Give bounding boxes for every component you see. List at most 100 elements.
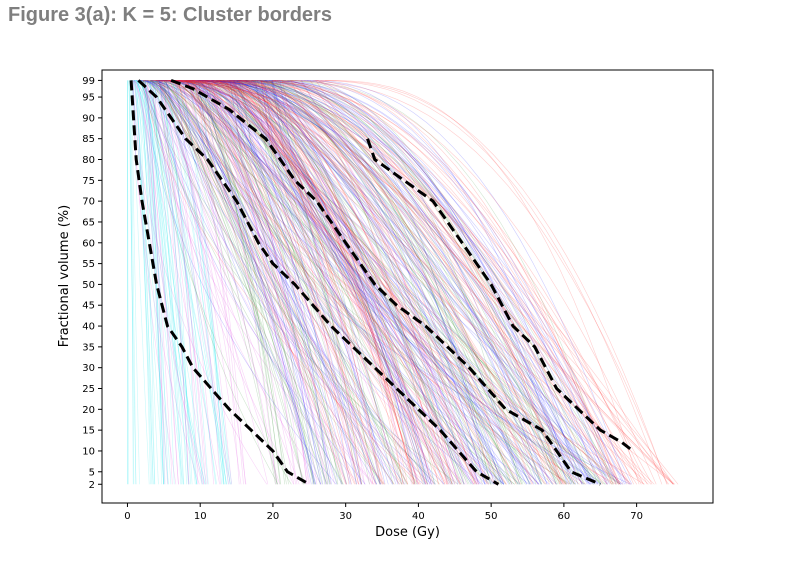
dvh-curve: [285, 80, 668, 485]
dvh-curve: [270, 80, 553, 485]
dvh-curve: [265, 80, 591, 485]
dvh-curve: [250, 80, 504, 485]
dvh-curve: [265, 80, 617, 485]
dvh-curve: [144, 80, 338, 485]
dvh-curve: [229, 80, 543, 485]
y-tick-label: 55: [82, 259, 95, 270]
dvh-curve: [227, 80, 608, 485]
y-tick-label: 70: [82, 197, 95, 208]
dvh-curve: [178, 80, 434, 485]
dvh-curve: [150, 80, 225, 485]
dvh-curve: [215, 80, 381, 485]
dvh-curve: [157, 80, 432, 485]
dvh-curve: [287, 80, 591, 485]
dvh-curve: [144, 80, 190, 485]
x-tick-label: 40: [412, 511, 425, 522]
dvh-curve: [245, 80, 601, 485]
dvh-curve: [231, 80, 462, 485]
dvh-curve: [160, 80, 427, 485]
dvh-curve: [219, 80, 530, 485]
dvh-curve: [165, 80, 557, 485]
dvh-curve: [161, 80, 583, 485]
dvh-curve: [211, 80, 362, 485]
dvh-curve: [292, 80, 657, 485]
dvh-curve: [219, 80, 513, 485]
dvh-curve: [213, 80, 510, 485]
dvh-curve: [206, 80, 585, 485]
dvh-curve: [150, 80, 473, 485]
dvh-curve: [193, 80, 448, 485]
dvh-curve: [315, 80, 674, 485]
dvh-curve: [218, 80, 522, 485]
dvh-curve: [309, 80, 675, 485]
dvh-curve: [163, 80, 458, 485]
y-tick-label: 5: [89, 467, 95, 478]
dvh-curve: [304, 80, 575, 485]
dvh-curve: [274, 80, 535, 485]
dvh-curve: [237, 80, 594, 485]
dvh-curve: [169, 80, 623, 485]
dvh-curve: [230, 80, 452, 485]
dvh-curve: [268, 80, 538, 485]
dvh-curve: [172, 80, 596, 485]
dvh-curve: [156, 80, 528, 485]
dvh-curve: [150, 80, 316, 485]
dvh-curve: [260, 80, 475, 485]
dvh-curve: [168, 80, 347, 485]
dvh-curve: [131, 80, 140, 485]
dvh-curve: [188, 80, 510, 485]
dvh-curve: [245, 80, 621, 485]
dvh-curve: [185, 80, 500, 485]
dvh-curve: [203, 80, 402, 485]
dvh-curve: [223, 80, 428, 485]
dvh-curve: [178, 80, 385, 485]
dvh-curve: [295, 80, 609, 485]
dvh-curve: [133, 80, 229, 485]
dvh-curve: [211, 80, 418, 485]
dvh-curve: [201, 80, 459, 485]
x-axis-title: Dose (Gy): [375, 525, 440, 540]
dvh-curve: [257, 80, 584, 485]
dvh-curve: [153, 80, 222, 485]
dvh-curve: [208, 80, 371, 485]
dvh-curve: [145, 80, 316, 485]
dvh-curve: [231, 80, 446, 485]
dvh-curve: [141, 80, 232, 485]
dvh-curve: [128, 80, 135, 485]
dvh-curve: [186, 80, 488, 485]
dvh-curve: [301, 80, 622, 485]
dvh-curve: [233, 80, 404, 485]
dvh-curve: [134, 80, 169, 485]
dvh-curve: [239, 80, 564, 485]
dvh-curve: [234, 80, 406, 485]
dvh-curve: [176, 80, 347, 485]
dvh-curve: [262, 80, 476, 485]
dvh-curve: [183, 80, 370, 485]
dvh-curve: [225, 80, 523, 485]
dvh-curve: [236, 80, 568, 485]
dvh-curve: [176, 80, 389, 485]
dvh-curve: [218, 80, 532, 485]
dvh-curve: [229, 80, 394, 485]
dvh-curve: [198, 80, 421, 485]
dvh-curve: [207, 80, 575, 485]
dvh-curve: [144, 80, 377, 485]
dvh-curve: [165, 80, 435, 485]
dvh-curve: [239, 80, 619, 485]
dvh-curve: [183, 80, 416, 485]
dvh-curve: [191, 80, 465, 485]
dvh-curve: [202, 80, 428, 485]
dvh-curve: [197, 80, 321, 485]
dvh-curve: [171, 80, 359, 485]
dvh-curve: [138, 80, 164, 485]
dvh-curve: [245, 80, 554, 485]
dvh-curve: [312, 80, 663, 485]
dvh-curve: [211, 80, 583, 485]
dvh-curve: [281, 80, 520, 485]
dvh-curve: [223, 80, 404, 485]
dvh-curve: [130, 80, 182, 485]
dvh-curve: [150, 80, 461, 485]
dvh-curve: [181, 80, 589, 485]
dvh-curve: [157, 80, 642, 485]
dvh-curve: [161, 80, 608, 485]
